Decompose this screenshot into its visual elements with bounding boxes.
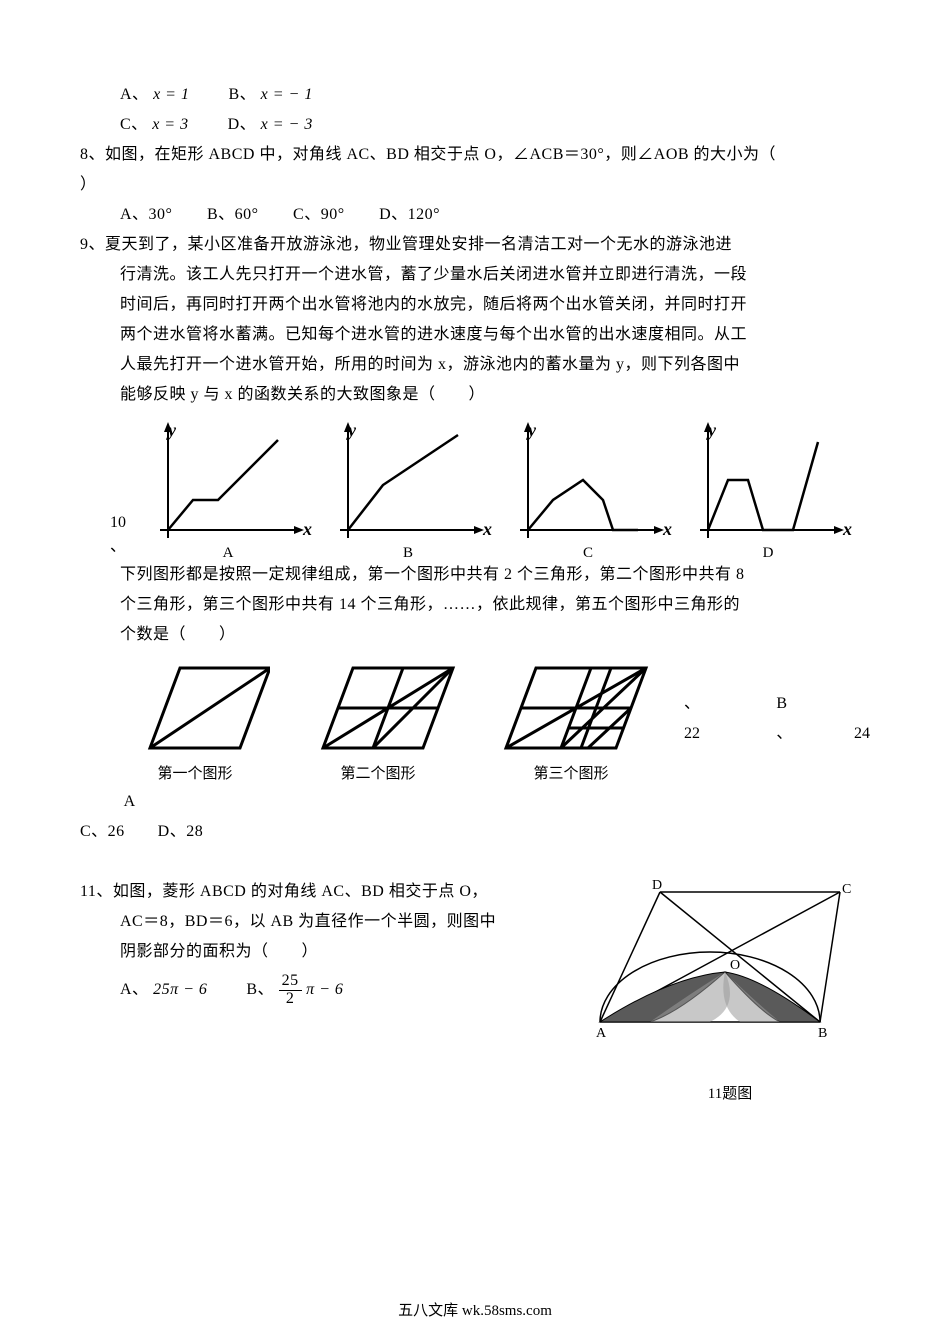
q10-B-label: B 、 [776, 689, 802, 749]
q11-B-frac: 25 2 [279, 973, 302, 1008]
q11-row: 11、如图，菱形 ABCD 的对角线 AC、BD 相交于点 O， AC＝8，BD… [80, 877, 870, 1103]
q9-label-B: B [318, 545, 498, 562]
q7-A-label: A、 [120, 86, 149, 103]
q8-opt-D: D、120° [379, 206, 440, 223]
axis-y-D: y [708, 420, 716, 441]
q9-l4: 两个进水管将水蓄满。已知每个进水管的进水速度与每个出水管的出水速度相同。从工 [80, 320, 870, 350]
page: A、 x = 1 B、 x = − 1 C、 x = 3 D、 x = − 3 … [0, 0, 950, 1344]
lbl-O: O [730, 958, 740, 973]
q10-figs-row: 第一个图形 第二个图形 第三个图形 [80, 658, 870, 783]
q10-A-letter: A [124, 793, 136, 810]
q7-line2: C、 x = 3 D、 x = − 3 [80, 110, 870, 140]
q7-line1: A、 x = 1 B、 x = − 1 [80, 80, 870, 110]
q11-B-den: 2 [279, 991, 302, 1008]
axis-x-C: x [663, 519, 672, 540]
q7-A-math: x = 1 [153, 86, 189, 103]
q9-label-D: D [678, 545, 858, 562]
q7-B-math: x = − 1 [261, 86, 313, 103]
q10-opts-right: 、 22 B 、 24 [684, 689, 870, 753]
axis-y-B: y [348, 420, 356, 441]
q9-graph-C: y x C [498, 420, 678, 560]
q11-B-num: 25 [279, 973, 302, 991]
q11-l1: 11、如图，菱形 ABCD 的对角线 AC、BD 相交于点 O， [80, 877, 560, 907]
lbl-C: C [842, 882, 851, 897]
lbl-A: A [596, 1026, 607, 1041]
q10-cap3: 第三个图形 [533, 762, 608, 783]
axis-x-D: x [843, 519, 852, 540]
q9-label-A: A [138, 545, 318, 562]
q10-number: 10 、 [110, 514, 138, 560]
axis-y-C: y [528, 420, 536, 441]
q9-graph-row: 10 、 y x A [110, 420, 858, 560]
q11-A-math: 25π − 6 [153, 981, 207, 998]
q8-opt-C: C、90° [293, 206, 345, 223]
q11-B-tail: π − 6 [306, 981, 343, 998]
lbl-D: D [652, 878, 662, 893]
q10-B-val: 24 [854, 719, 870, 749]
q10-cap2: 第二个图形 [340, 762, 415, 783]
q11-A-pre: A、 [120, 981, 149, 998]
q10-l2: 个三角形，第三个图形中共有 14 个三角形，……，依此规律，第五个图形中三角形的 [80, 590, 870, 620]
q10-fig2: 第二个图形 [298, 658, 458, 783]
q9-label-C: C [498, 545, 678, 562]
q9-l1: 9、夏天到了，某小区准备开放游泳池，物业管理处安排一名清洁工对一个无水的游泳池进 [80, 230, 870, 260]
q8-text: 8、如图，在矩形 ABCD 中，对角线 AC、BD 相交于点 O，∠ACB＝30… [80, 140, 870, 170]
q11-figure: A B C D O 11题图 [590, 877, 870, 1103]
q8-close: ） [80, 170, 870, 200]
lbl-B: B [818, 1026, 827, 1041]
q11-B-pre: B、 [246, 981, 274, 998]
q7-B-label: B、 [228, 86, 256, 103]
q9-graph-A: y x A [138, 420, 318, 560]
q7-D-math: x = − 3 [261, 116, 313, 133]
q9-l3: 时间后，再同时打开两个出水管将池内的水放完，随后将两个出水管关闭，并同时打开 [80, 290, 870, 320]
q8-opts: A、30° B、60° C、90° D、120° [80, 200, 870, 230]
axis-x-B: x [483, 519, 492, 540]
q10-opts-cd: C、26 D、28 [80, 817, 870, 847]
q9-l2: 行清洗。该工人先只打开一个进水管，蓄了少量水后关闭进水管并立即进行清洗，一段 [80, 260, 870, 290]
q8-opt-A: A、30° [120, 206, 172, 223]
q11-opts: A、 25π − 6 B、 25 2 π − 6 [80, 973, 560, 1008]
q9-graph-D: y x D [678, 420, 858, 560]
q10-fig1: 第一个图形 [120, 658, 270, 783]
q9-l6: 能够反映 y 与 x 的函数关系的大致图象是（ ） [80, 380, 870, 410]
q9-graph-B: y x B [318, 420, 498, 560]
q7-C-label: C、 [120, 116, 148, 133]
q10-A-prefix: 、 22 [684, 689, 715, 749]
q11-l2: AC＝8，BD＝6，以 AB 为直径作一个半圆，则图中 [80, 907, 560, 937]
q11-caption: 11题图 [590, 1082, 870, 1103]
page-footer: 五八文库 wk.58sms.com [0, 1299, 950, 1320]
q10-cap1: 第一个图形 [157, 762, 232, 783]
q10-l1: 下列图形都是按照一定规律组成，第一个图形中共有 2 个三角形，第二个图形中共有 … [80, 560, 870, 590]
q8-opt-B: B、60° [207, 206, 259, 223]
q11-l3: 阴影部分的面积为（ ） [80, 937, 560, 967]
q7-D-label: D、 [228, 116, 257, 133]
q10-fig3: 第三个图形 [486, 658, 656, 783]
q10-leading-space [80, 460, 110, 560]
q10-l3: 个数是（ ） [80, 620, 870, 650]
axis-x-A: x [303, 519, 312, 540]
q7-C-math: x = 3 [152, 116, 188, 133]
q9-l5: 人最先打开一个进水管开始，所用的时间为 x，游泳池内的蓄水量为 y，则下列各图中 [80, 350, 870, 380]
axis-y-A: y [168, 420, 176, 441]
